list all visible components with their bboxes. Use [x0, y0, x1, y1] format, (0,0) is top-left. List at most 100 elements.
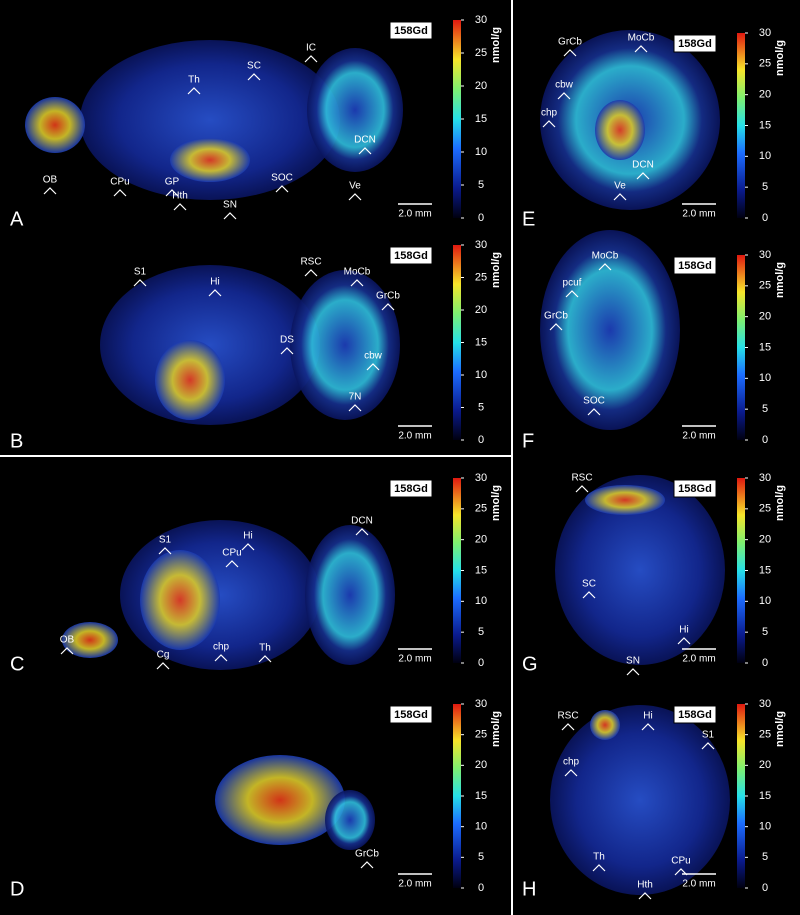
panel-letter: C: [10, 653, 24, 675]
tissue-section: [25, 97, 85, 153]
annotation: chp: [541, 108, 558, 119]
tick-label: 15: [759, 341, 771, 353]
annotation: SOC: [583, 396, 605, 407]
unit-label: nmol/g: [490, 485, 502, 521]
tick-label: 30: [475, 472, 487, 484]
unit-label: nmol/g: [490, 252, 502, 288]
arrowhead: [701, 742, 715, 750]
annotation: Hth: [172, 191, 188, 202]
arrowhead: [638, 892, 652, 900]
tick-label: 10: [759, 595, 771, 607]
tissue-section: [215, 755, 345, 845]
annotation: S1: [134, 267, 147, 278]
arrowhead: [641, 723, 655, 731]
colorbar: [737, 255, 745, 440]
tick-label: 0: [762, 657, 768, 669]
tick-label: 5: [762, 181, 768, 193]
arrowhead: [542, 120, 556, 128]
annotation: RSC: [571, 473, 592, 484]
arrowhead: [60, 647, 74, 655]
panel-letter: A: [10, 208, 24, 230]
scale-bar-label: 2.0 mm: [398, 209, 431, 220]
arrowhead: [592, 864, 606, 872]
colorbar: [737, 704, 745, 888]
isotope-box: [673, 705, 717, 724]
colorbar: [737, 478, 745, 663]
arrowhead: [563, 49, 577, 57]
arrowhead: [241, 543, 255, 551]
tick-label: 0: [762, 212, 768, 224]
tick-label: 30: [759, 249, 771, 261]
annotation: RSC: [300, 257, 321, 268]
arrowhead: [565, 290, 579, 298]
annotation: pcuf: [563, 278, 582, 289]
arrowhead: [549, 323, 563, 331]
tick-label: 30: [759, 472, 771, 484]
tissue-section: [155, 340, 225, 420]
isotope-label: 158Gd: [394, 709, 428, 721]
tick-label: 0: [478, 212, 484, 224]
tick-label: 10: [475, 369, 487, 381]
annotation: SN: [223, 200, 237, 211]
tick-label: 5: [478, 626, 484, 638]
tick-label: 20: [759, 534, 771, 546]
arrowhead: [564, 769, 578, 777]
annotation: DCN: [632, 160, 654, 171]
tick-label: 15: [475, 336, 487, 348]
arrowhead: [133, 279, 147, 287]
tick-label: 0: [762, 434, 768, 446]
tick-label: 15: [475, 113, 487, 125]
arrowhead: [677, 637, 691, 645]
isotope-box: [389, 479, 433, 498]
arrowhead: [43, 187, 57, 195]
annotation: cbw: [364, 351, 383, 362]
tick-label: 30: [759, 27, 771, 39]
arrowhead: [575, 485, 589, 493]
scale-bar-label: 2.0 mm: [682, 431, 715, 442]
tick-label: 25: [759, 503, 771, 515]
arrowhead: [557, 92, 571, 100]
isotope-box: [673, 34, 717, 53]
arrowhead: [348, 193, 362, 201]
annotation: Ve: [349, 181, 361, 192]
colorbar: [453, 245, 461, 440]
arrowhead: [582, 591, 596, 599]
tick-label: 20: [475, 759, 487, 771]
tick-label: 25: [475, 271, 487, 283]
tissue-section: [590, 710, 620, 740]
tick-label: 30: [475, 698, 487, 710]
arrowhead: [158, 547, 172, 555]
annotation: S1: [702, 730, 715, 741]
annotation: chp: [563, 757, 580, 768]
annotation: 7N: [349, 392, 362, 403]
isotope-label: 158Gd: [394, 483, 428, 495]
arrowhead: [225, 560, 239, 568]
tick-label: 30: [475, 239, 487, 251]
annotation: CPu: [222, 548, 241, 559]
annotation: Ve: [614, 181, 626, 192]
arrowhead: [275, 185, 289, 193]
arrowhead: [208, 289, 222, 297]
tissue-section: [585, 485, 665, 515]
annotation: Hth: [637, 880, 653, 891]
tick-label: 10: [475, 146, 487, 158]
arrowhead: [304, 269, 318, 277]
annotation: IC: [306, 43, 316, 54]
tissue-section: [540, 230, 680, 430]
unit-label: nmol/g: [774, 485, 786, 521]
tissue-section: [140, 550, 220, 650]
arrowhead: [598, 263, 612, 271]
unit-label: nmol/g: [490, 711, 502, 747]
arrowhead: [636, 172, 650, 180]
tick-label: 15: [475, 564, 487, 576]
tissue-section: [307, 48, 403, 172]
annotation: SC: [247, 61, 261, 72]
annotation: GP: [165, 177, 180, 188]
arrowhead: [223, 212, 237, 220]
colorbar: [737, 33, 745, 218]
arrowhead: [173, 203, 187, 211]
scale-bar-label: 2.0 mm: [398, 879, 431, 890]
arrowhead: [304, 55, 318, 63]
annotation: Th: [188, 75, 200, 86]
tick-label: 20: [759, 89, 771, 101]
